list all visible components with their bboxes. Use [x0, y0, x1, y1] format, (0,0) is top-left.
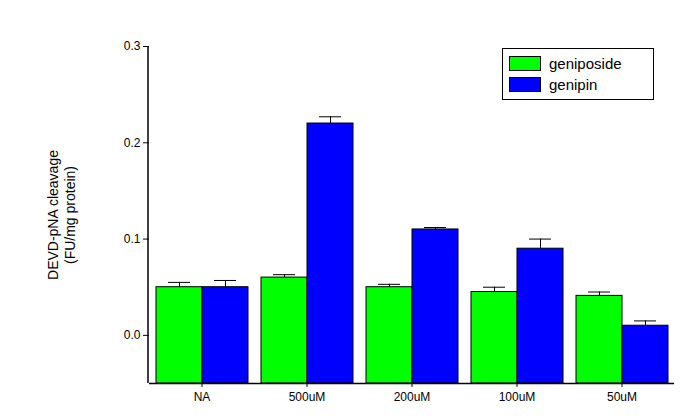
svg-text:0.2: 0.2 [124, 136, 141, 150]
svg-text:0.3: 0.3 [124, 39, 141, 53]
svg-text:100uM: 100uM [499, 390, 536, 404]
svg-text:NA: NA [194, 390, 211, 404]
html-text:DEVD-pNA cleavage (FU/mg prote: DEVD-pNA cleavage (FU/mg protein) [45, 150, 78, 280]
svg-text:500uM: 500uM [289, 390, 326, 404]
svg-text:0.1: 0.1 [124, 232, 141, 246]
html-text:genipin: genipin [549, 76, 598, 93]
svg-text:50uM: 50uM [607, 390, 637, 404]
html-text:geniposide: geniposide [549, 55, 622, 72]
svg-text:200uM: 200uM [394, 390, 431, 404]
svg-text:0.0: 0.0 [124, 328, 141, 342]
